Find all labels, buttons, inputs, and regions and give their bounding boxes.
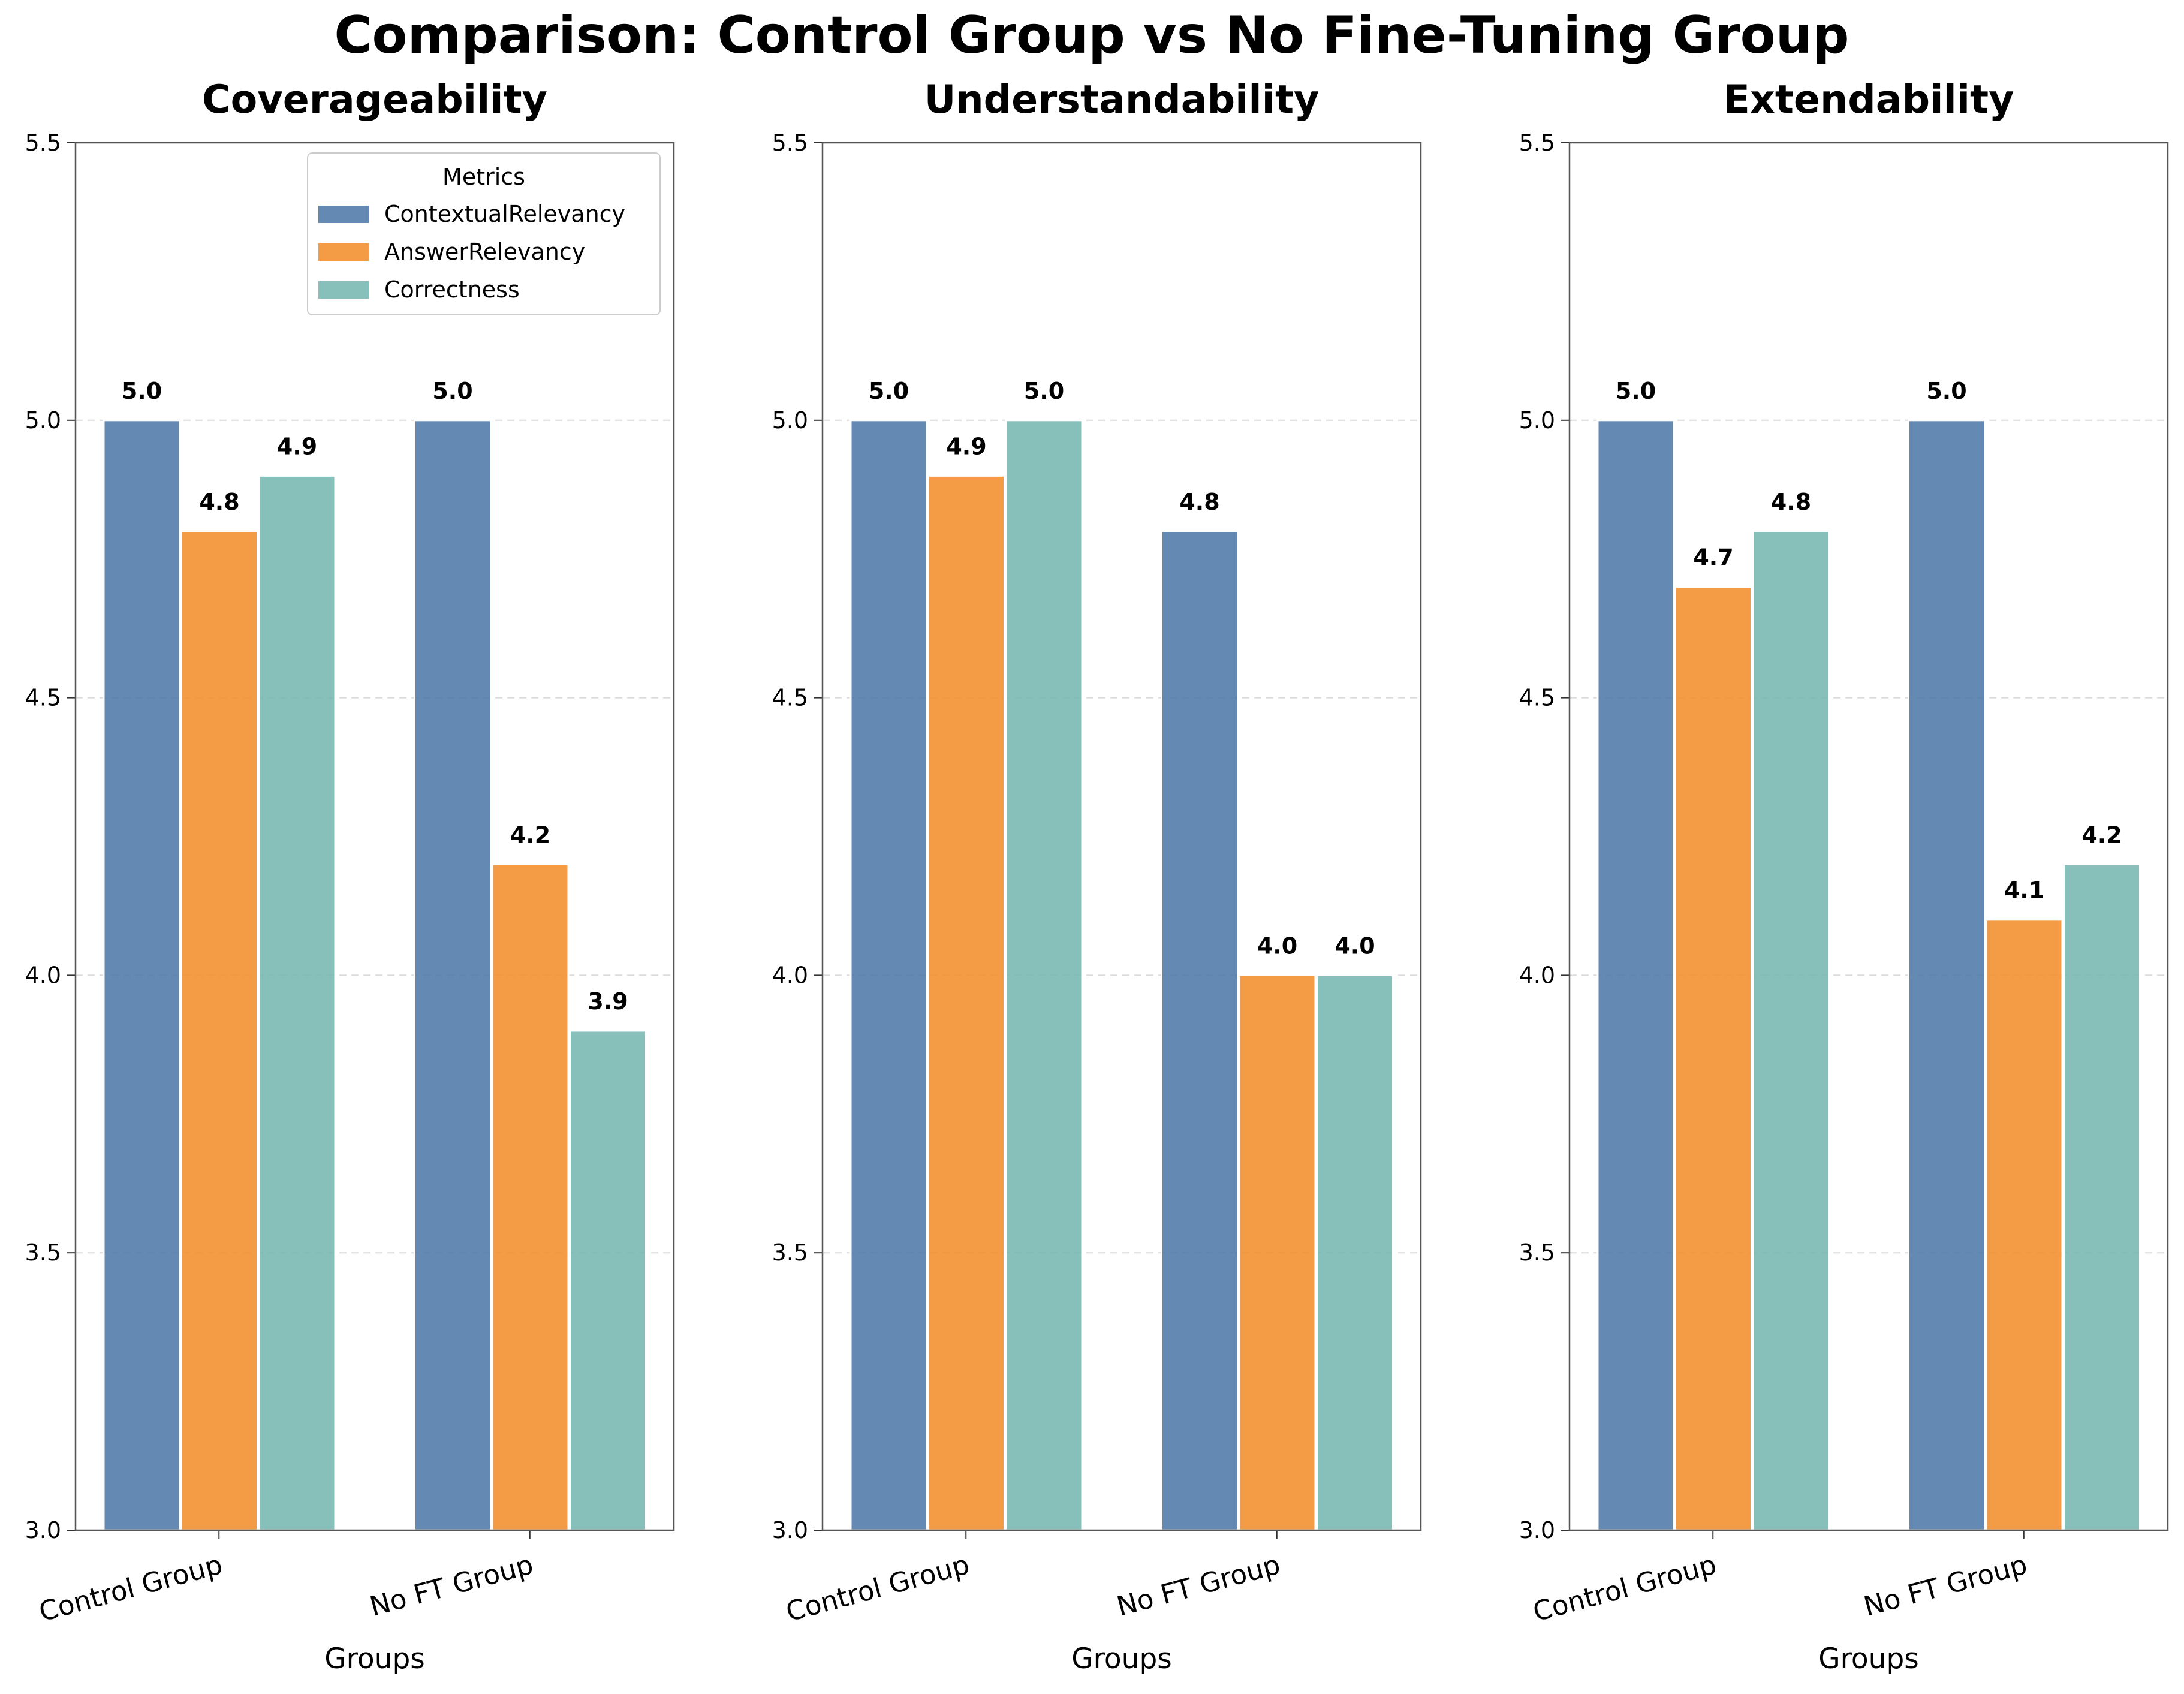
bar <box>2063 863 2141 1531</box>
panel-title: Understandability <box>924 77 1320 122</box>
y-tick-label: 3.0 <box>25 1517 61 1543</box>
figure-title: Comparison: Control Group vs No Fine-Tun… <box>334 5 1849 65</box>
bar <box>180 530 258 1531</box>
bar <box>1752 530 1830 1531</box>
y-tick-label: 3.0 <box>1519 1517 1555 1543</box>
data-label: 4.8 <box>1771 489 1811 515</box>
chart-panel-3: 5.0 4.7 4.8 Control Group 5.0 4.1 4.2 No FT Gro… <box>1519 77 2169 1675</box>
y-tick-label: 3.5 <box>1519 1239 1555 1266</box>
bar <box>1161 530 1239 1531</box>
data-label: 5.0 <box>432 378 472 404</box>
data-label: 4.9 <box>946 433 986 459</box>
plot-frame <box>821 142 1422 1531</box>
data-label: 4.2 <box>510 822 550 848</box>
legend-swatch <box>318 206 369 223</box>
data-label: 4.8 <box>199 489 239 515</box>
legend-entry: AnswerRelevancy <box>384 239 585 265</box>
x-tick-label: No FT Group <box>366 1548 537 1623</box>
legend: Metrics ContextualRelevancy AnswerRelevanc… <box>307 152 661 315</box>
chart-panel-1: 5.0 4.8 4.9 Control Group 5.0 4.2 3.9 No FT Gro… <box>25 77 675 1675</box>
legend-box <box>307 152 661 315</box>
bar <box>258 474 336 1531</box>
bar <box>569 1030 647 1531</box>
y-tick-label: 4.5 <box>1519 685 1555 711</box>
plot-frame <box>74 142 675 1531</box>
y-tick-label: 4.0 <box>1519 962 1555 988</box>
x-tick-label: No FT Group <box>1113 1548 1284 1623</box>
y-tick-label: 5.5 <box>772 130 808 156</box>
x-tick-label: Control Group <box>35 1548 225 1627</box>
x-tick-label: Control Group <box>782 1548 972 1627</box>
data-label: 5.0 <box>1024 378 1064 404</box>
data-label: 4.2 <box>2081 822 2122 848</box>
plot-frame <box>1568 142 2169 1531</box>
y-tick-label: 4.5 <box>25 685 61 711</box>
x-axis-label: Groups <box>1071 1642 1172 1675</box>
y-tick-label: 3.0 <box>772 1517 808 1543</box>
data-label: 5.0 <box>122 378 162 404</box>
chart-panels: 5.0 4.8 4.9 Control Group 5.0 4.2 3.9 No FT Gro… <box>25 77 2169 1675</box>
chart-panel-2: 5.0 4.9 5.0 Control Group 4.8 4.0 4.0 No FT Gro… <box>772 77 1422 1675</box>
x-tick-label: Control Group <box>1529 1548 1719 1627</box>
x-axis-label: Groups <box>324 1642 425 1675</box>
y-tick-label: 5.5 <box>25 130 61 156</box>
y-tick-label: 4.0 <box>25 962 61 988</box>
y-tick-label: 5.0 <box>1519 407 1555 434</box>
y-tick-label: 4.0 <box>772 962 808 988</box>
y-tick-label: 5.0 <box>772 407 808 434</box>
data-label: 4.8 <box>1179 489 1219 515</box>
legend-swatch <box>318 281 369 299</box>
data-label: 4.0 <box>1335 932 1375 959</box>
bar <box>1005 419 1083 1531</box>
x-tick-label: No FT Group <box>1860 1548 2031 1623</box>
bar <box>491 863 570 1531</box>
bar <box>1674 585 1752 1531</box>
data-label: 3.9 <box>588 988 628 1015</box>
bar <box>103 419 181 1531</box>
y-tick-label: 3.5 <box>25 1239 61 1266</box>
y-tick-label: 5.0 <box>25 407 61 434</box>
y-tick-label: 5.5 <box>1519 130 1555 156</box>
legend-entry: ContextualRelevancy <box>384 201 625 227</box>
legend-swatch <box>318 243 369 261</box>
legend-entry: Correctness <box>384 276 520 303</box>
bar <box>927 474 1005 1531</box>
data-label: 5.0 <box>1616 378 1656 404</box>
panel-title: Extendability <box>1724 77 2014 122</box>
legend-title: Metrics <box>442 164 525 190</box>
bar <box>414 419 492 1531</box>
x-axis-label: Groups <box>1818 1642 1919 1675</box>
bar <box>1908 419 1986 1531</box>
panel-title: Coverageability <box>202 77 547 122</box>
data-label: 4.7 <box>1693 544 1733 570</box>
data-label: 4.1 <box>2004 877 2044 904</box>
data-label: 4.9 <box>277 433 317 459</box>
data-label: 5.0 <box>1926 378 1966 404</box>
bar <box>1316 974 1394 1531</box>
bar <box>1596 419 1675 1531</box>
data-label: 5.0 <box>869 378 909 404</box>
y-tick-label: 4.5 <box>772 685 808 711</box>
y-tick-label: 3.5 <box>772 1239 808 1266</box>
data-label: 4.0 <box>1257 932 1297 959</box>
bar <box>1985 919 2063 1531</box>
bar <box>1238 974 1317 1531</box>
bar <box>849 419 928 1531</box>
